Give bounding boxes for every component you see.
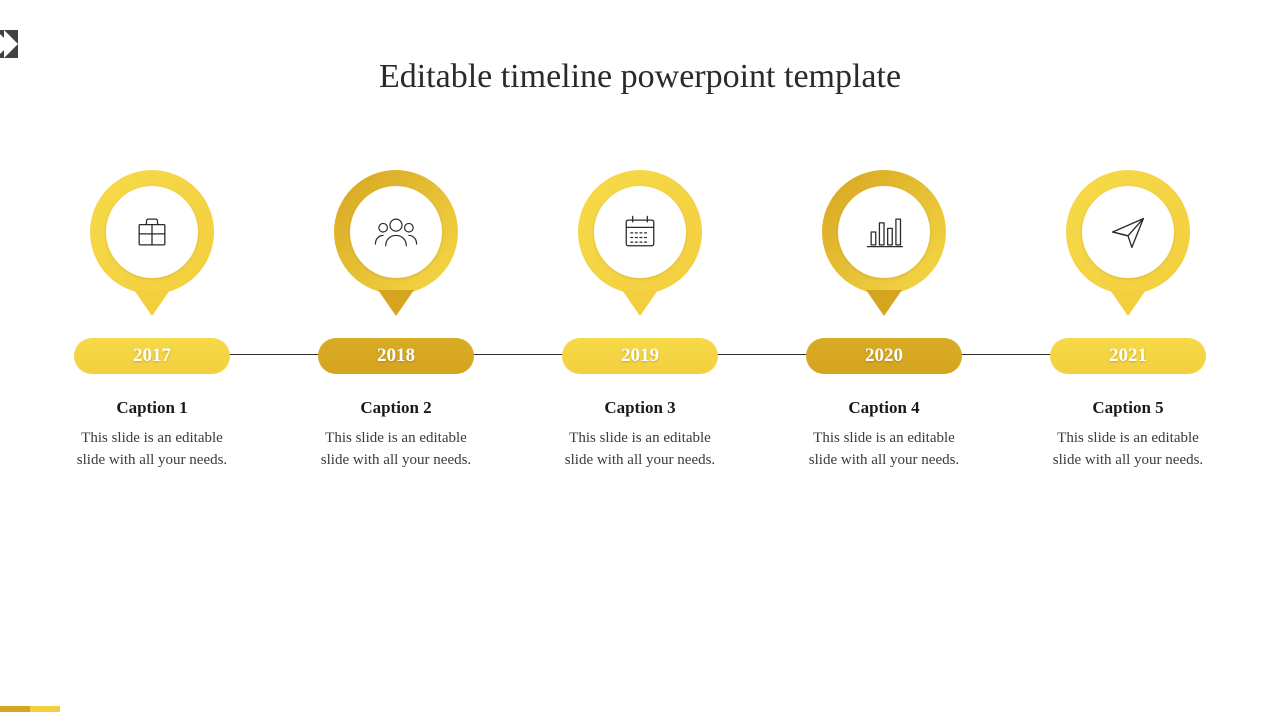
caption-desc: This slide is an editable slide with all… <box>1043 428 1213 472</box>
bottom-accent-bar <box>0 706 60 712</box>
caption-desc: This slide is an editable slide with all… <box>311 428 481 472</box>
year-pill: 2018 <box>318 338 474 374</box>
corner-flag-notch <box>0 34 10 54</box>
caption-label: Caption 2 <box>360 398 431 418</box>
pin-tail <box>866 290 902 316</box>
caption-desc: This slide is an editable slide with all… <box>799 428 969 472</box>
timeline-item: 2018 Caption 2 This slide is an editable s… <box>274 170 518 472</box>
caption-desc: This slide is an editable slide with all… <box>555 428 725 472</box>
chart-icon <box>838 186 930 278</box>
caption-desc: This slide is an editable slide with all… <box>67 428 237 472</box>
briefcase-icon <box>106 186 198 278</box>
timeline-pin <box>334 170 458 294</box>
timeline-item: 2021 Caption 5 This slide is an editable s… <box>1006 170 1250 472</box>
pin-tail <box>1110 290 1146 316</box>
timeline-pin <box>822 170 946 294</box>
plane-icon <box>1082 186 1174 278</box>
year-pill: 2021 <box>1050 338 1206 374</box>
caption-label: Caption 4 <box>848 398 919 418</box>
caption-label: Caption 5 <box>1092 398 1163 418</box>
year-pill: 2017 <box>74 338 230 374</box>
timeline-pin <box>90 170 214 294</box>
timeline-item: 2019 Caption 3 This slide is an editable s… <box>518 170 762 472</box>
caption-label: Caption 3 <box>604 398 675 418</box>
page-title: Editable timeline powerpoint template <box>0 0 1280 96</box>
year-pill: 2019 <box>562 338 718 374</box>
pin-tail <box>622 290 658 316</box>
people-icon <box>350 186 442 278</box>
timeline-container: 2017 Caption 1 This slide is an editable s… <box>0 170 1280 472</box>
timeline-pin <box>578 170 702 294</box>
timeline-item: 2020 Caption 4 This slide is an editable s… <box>762 170 1006 472</box>
year-pill: 2020 <box>806 338 962 374</box>
pin-tail <box>378 290 414 316</box>
pin-tail <box>134 290 170 316</box>
caption-label: Caption 1 <box>116 398 187 418</box>
calendar-icon <box>594 186 686 278</box>
timeline-item: 2017 Caption 1 This slide is an editable s… <box>30 170 274 472</box>
timeline-pin <box>1066 170 1190 294</box>
